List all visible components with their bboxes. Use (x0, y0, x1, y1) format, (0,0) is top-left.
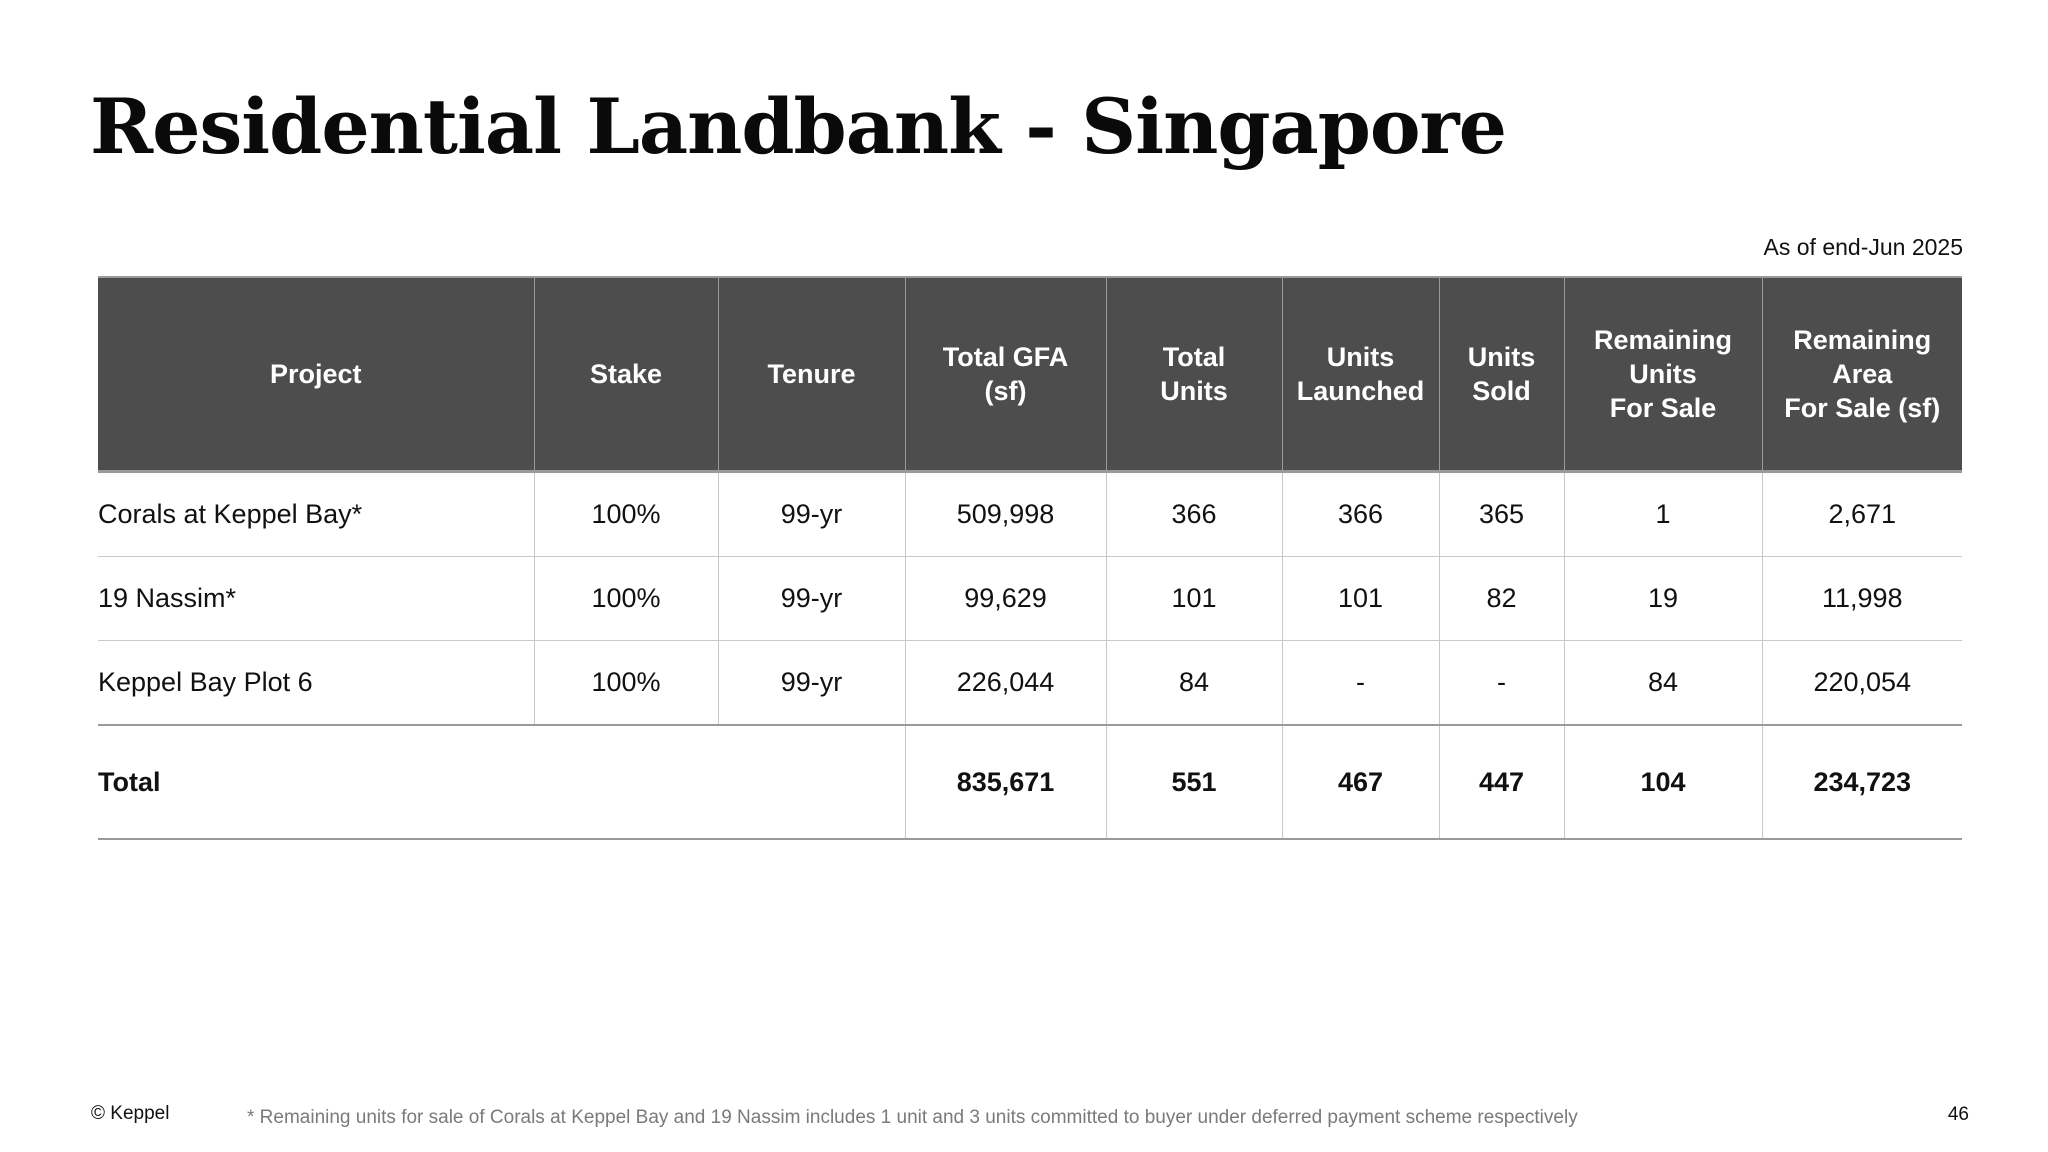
cell-remaining-area: 220,054 (1761, 640, 1962, 726)
cell-units-launched: - (1281, 640, 1439, 726)
header-project: Project (98, 276, 534, 473)
cell-remaining-area: 2,671 (1761, 471, 1962, 557)
cell-remaining-units: 84 (1563, 640, 1762, 726)
table-row: 19 Nassim* 100% 99-yr 99,629 101 101 82 … (98, 556, 1962, 641)
total-label: Total (98, 725, 905, 840)
cell-total-units: 366 (1105, 471, 1282, 557)
cell-remaining-area: 11,998 (1761, 556, 1962, 641)
total-remaining-area: 234,723 (1761, 725, 1962, 840)
total-remaining-units: 104 (1563, 725, 1762, 840)
cell-units-sold: - (1438, 640, 1564, 726)
cell-units-sold: 82 (1438, 556, 1564, 641)
total-units: 551 (1105, 725, 1282, 840)
header-total-units: Total Units (1105, 276, 1282, 473)
table-row: Keppel Bay Plot 6 100% 99-yr 226,044 84 … (98, 640, 1962, 726)
cell-stake: 100% (533, 640, 718, 726)
cell-stake: 100% (533, 556, 718, 641)
cell-total-units: 84 (1105, 640, 1282, 726)
cell-units-sold: 365 (1438, 471, 1564, 557)
total-gfa: 835,671 (904, 725, 1106, 840)
cell-remaining-units: 1 (1563, 471, 1762, 557)
as-of-date: As of end-Jun 2025 (1763, 234, 1963, 260)
header-remaining-area: Remaining Area For Sale (sf) (1761, 276, 1962, 473)
header-tenure: Tenure (717, 276, 905, 473)
cell-tenure: 99-yr (717, 640, 905, 726)
total-units-sold: 447 (1438, 725, 1564, 840)
cell-tenure: 99-yr (717, 471, 905, 557)
header-total-gfa: Total GFA (sf) (904, 276, 1106, 473)
landbank-table: Project Stake Tenure Total GFA (sf) Total… (98, 276, 1962, 840)
cell-remaining-units: 19 (1563, 556, 1762, 641)
copyright-notice: © Keppel (91, 1103, 170, 1124)
header-stake: Stake (533, 276, 718, 473)
cell-tenure: 99-yr (717, 556, 905, 641)
cell-stake: 100% (533, 471, 718, 557)
cell-project: Keppel Bay Plot 6 (98, 640, 534, 726)
page-number: 46 (1947, 1104, 1969, 1125)
cell-total-gfa: 99,629 (904, 556, 1106, 641)
table-row: Corals at Keppel Bay* 100% 99-yr 509,998… (98, 471, 1962, 557)
header-units-sold: Units Sold (1438, 276, 1564, 473)
cell-project: Corals at Keppel Bay* (98, 471, 534, 557)
cell-units-launched: 101 (1281, 556, 1439, 641)
cell-total-units: 101 (1105, 556, 1282, 641)
cell-units-launched: 366 (1281, 471, 1439, 557)
cell-total-gfa: 509,998 (904, 471, 1106, 557)
footnote: * Remaining units for sale of Corals at … (247, 1107, 1578, 1128)
page-title: Residential Landbank - Singapore (90, 82, 1507, 171)
header-remaining-units: Remaining Units For Sale (1563, 276, 1762, 473)
total-row: Total 835,671 551 467 447 104 234,723 (98, 725, 1962, 840)
cell-project: 19 Nassim* (98, 556, 534, 641)
table-header-row: Project Stake Tenure Total GFA (sf) Total… (98, 276, 1962, 473)
cell-total-gfa: 226,044 (904, 640, 1106, 726)
total-units-launched: 467 (1281, 725, 1439, 840)
header-units-launched: Units Launched (1281, 276, 1439, 473)
